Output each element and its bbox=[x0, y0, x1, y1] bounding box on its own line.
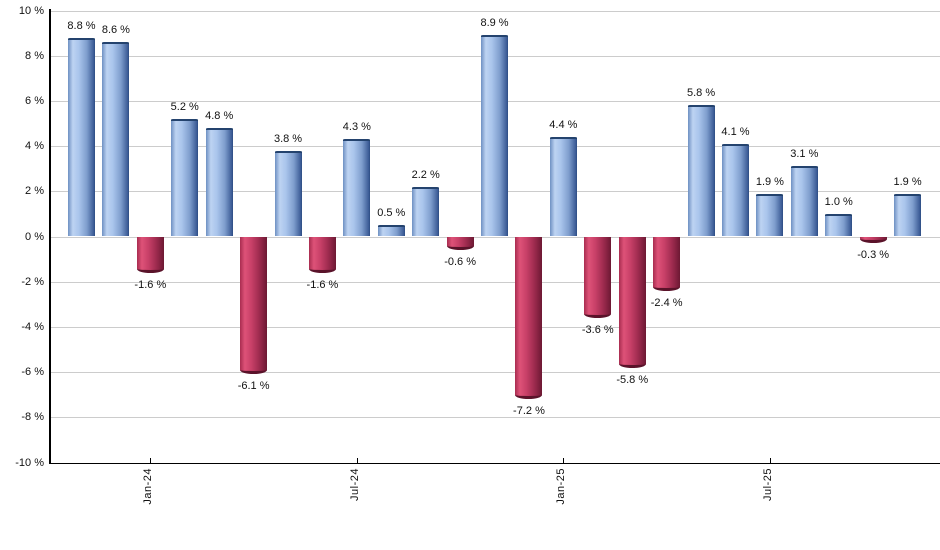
bar bbox=[653, 236, 681, 291]
bar-value-label: 4.3 % bbox=[342, 121, 371, 134]
y-axis-label: 10 % bbox=[18, 4, 44, 17]
bar bbox=[308, 236, 336, 273]
y-axis-label: -10 % bbox=[15, 456, 44, 469]
y-axis-label: -2 % bbox=[21, 275, 44, 288]
x-axis-tick-label: Jan-25 bbox=[555, 468, 568, 505]
bar-value-label: -5.8 % bbox=[616, 373, 649, 386]
bar bbox=[102, 42, 130, 237]
x-axis-tick-mark bbox=[769, 458, 771, 463]
bar-value-label: 4.4 % bbox=[549, 119, 578, 132]
y-axis-label: -6 % bbox=[21, 366, 44, 379]
y-axis-label: 6 % bbox=[25, 94, 44, 107]
bar-value-label: 1.0 % bbox=[824, 195, 853, 208]
gridline bbox=[50, 236, 940, 238]
bar-value-label: 5.2 % bbox=[170, 100, 199, 113]
bar bbox=[274, 150, 302, 237]
bar-value-label: -2.4 % bbox=[650, 296, 683, 309]
bar-value-label: -1.6 % bbox=[306, 278, 339, 291]
x-axis-line bbox=[49, 463, 940, 464]
bar-value-label: 3.8 % bbox=[273, 132, 303, 145]
bar-value-label: 2.2 % bbox=[411, 168, 440, 181]
bar-value-label: 5.8 % bbox=[686, 87, 716, 100]
y-axis-label: 8 % bbox=[25, 49, 44, 62]
bar bbox=[721, 143, 749, 237]
bar bbox=[859, 236, 887, 244]
y-axis-label: 2 % bbox=[25, 185, 44, 198]
gridline bbox=[50, 372, 940, 374]
bar bbox=[377, 225, 405, 237]
gridline bbox=[50, 417, 940, 419]
bar-value-label: 8.8 % bbox=[67, 19, 96, 32]
y-axis-label: -4 % bbox=[21, 320, 44, 333]
gridline bbox=[50, 10, 940, 12]
y-axis-label: -8 % bbox=[21, 411, 44, 424]
bar bbox=[756, 193, 784, 237]
bar bbox=[687, 105, 715, 237]
x-axis-tick-mark bbox=[563, 458, 565, 463]
bar-value-label: 4.8 % bbox=[205, 110, 234, 123]
bar bbox=[240, 236, 268, 375]
bar-value-label: 0.5 % bbox=[377, 207, 406, 220]
bar bbox=[618, 236, 646, 368]
bar-value-label: -1.6 % bbox=[134, 278, 167, 291]
bar bbox=[790, 166, 818, 237]
bar bbox=[412, 186, 440, 237]
bar bbox=[825, 213, 853, 237]
y-axis-label: 0 % bbox=[25, 230, 44, 243]
bar-value-label: -0.3 % bbox=[857, 249, 890, 262]
y-axis-label: 4 % bbox=[25, 140, 44, 153]
bar bbox=[515, 236, 543, 400]
bar bbox=[343, 139, 371, 237]
bar-value-label: 4.1 % bbox=[721, 125, 750, 138]
bar-value-label: -3.6 % bbox=[581, 323, 614, 336]
bar-value-label: -0.6 % bbox=[444, 256, 477, 269]
bar-value-label: -6.1 % bbox=[237, 380, 270, 393]
gridline bbox=[50, 326, 940, 328]
bar bbox=[171, 118, 199, 237]
bar-value-label: 3.1 % bbox=[790, 148, 819, 161]
bar bbox=[68, 37, 95, 237]
x-axis-tick-mark bbox=[150, 458, 152, 463]
x-axis-tick-label: Jul-25 bbox=[761, 468, 774, 501]
x-axis-tick-mark bbox=[356, 458, 358, 463]
bar bbox=[136, 236, 164, 273]
bar-value-label: 1.9 % bbox=[755, 175, 784, 188]
x-axis-tick-label: Jan-24 bbox=[142, 468, 155, 505]
bar bbox=[549, 137, 577, 237]
bar-value-label: 8.9 % bbox=[480, 17, 509, 30]
bar bbox=[205, 128, 233, 237]
bar bbox=[584, 236, 612, 318]
bar bbox=[894, 193, 922, 237]
bar bbox=[481, 35, 509, 237]
bar-value-label: 8.6 % bbox=[101, 24, 130, 37]
bar bbox=[446, 236, 474, 251]
bar-value-label: 1.9 % bbox=[893, 175, 922, 188]
x-axis-tick-label: Jul-24 bbox=[348, 468, 361, 501]
gridline bbox=[50, 281, 940, 283]
y-axis-line bbox=[49, 9, 51, 464]
bar-value-label: -7.2 % bbox=[513, 405, 545, 418]
